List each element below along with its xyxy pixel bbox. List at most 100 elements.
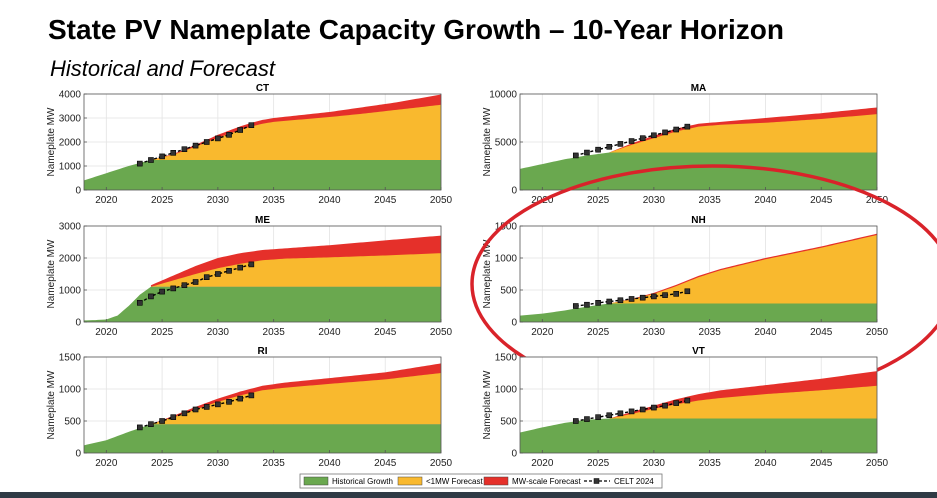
- x-tick-label: 2050: [430, 458, 453, 469]
- y-tick-label: 0: [511, 318, 517, 329]
- x-tick-label: 2025: [151, 458, 174, 469]
- x-tick-label: 2035: [263, 327, 286, 338]
- y-tick-label: 500: [64, 417, 81, 428]
- y-axis-label: Nameplate MW: [46, 239, 57, 308]
- x-tick-label: 2045: [810, 195, 833, 206]
- x-tick-label: 2020: [531, 327, 554, 338]
- y-tick-label: 3000: [59, 222, 82, 233]
- celt-point: [572, 303, 579, 309]
- celt-point: [226, 398, 232, 405]
- celt-point: [248, 392, 255, 399]
- celt-point: [237, 127, 243, 133]
- celt-point: [136, 299, 143, 306]
- under1mw-forecast-area: [609, 385, 877, 419]
- chart-title: ME: [255, 215, 270, 226]
- celt-point: [651, 293, 657, 300]
- celt-point: [673, 291, 679, 297]
- celt-point: [617, 410, 624, 417]
- x-tick-label: 2045: [374, 458, 397, 469]
- chart-panel-vt: 2020 2025 2030 2035 2040 2045 2050 0 500 1000 1500…: [482, 346, 889, 469]
- footer-bar: [0, 492, 937, 498]
- celt-point: [203, 274, 210, 281]
- legend-item: <1MW Forecast: [397, 476, 483, 486]
- x-tick-label: 2050: [430, 327, 453, 338]
- celt-point: [181, 282, 188, 289]
- x-tick-label: 2030: [643, 458, 666, 469]
- historical-growth-area: [520, 303, 877, 322]
- celt-point: [159, 153, 165, 160]
- y-axis-label: Nameplate MW: [46, 370, 57, 439]
- celt-point: [572, 152, 579, 159]
- x-tick-label: 2035: [263, 458, 286, 469]
- y-tick-label: 1000: [495, 254, 518, 265]
- y-tick-label: 1000: [59, 162, 82, 173]
- x-tick-label: 2050: [866, 195, 889, 206]
- celt-point: [226, 132, 232, 138]
- celt-point: [584, 416, 590, 422]
- legend: Historical Growth <1MW Forecast MW-scale F…: [299, 473, 663, 489]
- legend-item: Historical Growth: [303, 476, 393, 486]
- celt-point: [617, 141, 624, 147]
- celt-point: [684, 397, 691, 404]
- chart-title: MA: [691, 83, 707, 94]
- plot-frame: [519, 225, 878, 323]
- chart-panel-nh: 2020 2025 2030 2035 2040 2045 2050 0 500 1000 1500…: [470, 164, 937, 404]
- page-title: State PV Nameplate Capacity Growth – 10-…: [48, 14, 785, 45]
- celt-point: [662, 129, 668, 136]
- celt-point: [628, 138, 635, 144]
- celt-point: [136, 160, 143, 167]
- x-tick-label: 2030: [643, 327, 666, 338]
- x-tick-label: 2025: [151, 327, 174, 338]
- celt-point: [673, 126, 679, 133]
- x-tick-label: 2050: [866, 327, 889, 338]
- under1mw-forecast-area: [150, 373, 441, 425]
- celt-point: [170, 414, 177, 420]
- chart-panel-ct: 2020 2025 2030 2035 2040 2045 2050 0 1000 2000 300…: [46, 83, 453, 206]
- celt-2024-line: [139, 124, 252, 165]
- legend-label: Historical Growth: [332, 477, 393, 486]
- chart-panel-me: 2020 2025 2030 2035 2040 2045 2050 0 1000 2000 300…: [46, 215, 453, 338]
- x-tick-label: 2045: [374, 195, 397, 206]
- y-axis-label: Nameplate MW: [46, 107, 57, 176]
- x-tick-label: 2040: [318, 458, 341, 469]
- historical-growth-area: [520, 152, 877, 190]
- celt-2024-line: [139, 394, 252, 429]
- y-axis-label: Nameplate MW: [482, 239, 493, 308]
- x-tick-label: 2040: [318, 195, 341, 206]
- celt-point: [237, 395, 243, 402]
- celt-point: [148, 421, 154, 428]
- celt-point: [248, 261, 255, 268]
- celt-point: [639, 406, 646, 413]
- legend-item: CELT 2024: [584, 477, 654, 486]
- legend-label: CELT 2024: [614, 477, 654, 486]
- celt-point: [237, 264, 243, 271]
- y-axis-label: Nameplate MW: [482, 107, 493, 176]
- x-tick-label: 2025: [587, 327, 610, 338]
- celt-point: [215, 135, 221, 142]
- celt-point: [215, 271, 221, 277]
- y-tick-label: 3000: [59, 114, 82, 125]
- y-tick-label: 1500: [495, 353, 518, 364]
- y-tick-label: 1000: [59, 286, 82, 297]
- legend-box: [299, 473, 663, 489]
- celt-point: [639, 294, 646, 301]
- x-tick-label: 2035: [263, 195, 286, 206]
- celt-point: [192, 406, 199, 413]
- legend-swatch: [303, 476, 329, 486]
- y-tick-label: 1000: [59, 385, 82, 396]
- legend-swatch: [483, 476, 509, 486]
- x-tick-label: 2045: [810, 458, 833, 469]
- plot-frame: [83, 356, 442, 454]
- y-tick-label: 500: [500, 417, 517, 428]
- celt-point: [203, 139, 210, 145]
- x-tick-label: 2020: [531, 458, 554, 469]
- celt-point: [595, 146, 601, 153]
- celt-2024-line: [139, 263, 252, 304]
- x-tick-label: 2030: [643, 195, 666, 206]
- x-tick-label: 2020: [95, 195, 118, 206]
- celt-point: [181, 410, 188, 417]
- celt-point: [192, 279, 199, 285]
- y-tick-label: 10000: [489, 90, 517, 101]
- chart-title: VT: [692, 346, 705, 357]
